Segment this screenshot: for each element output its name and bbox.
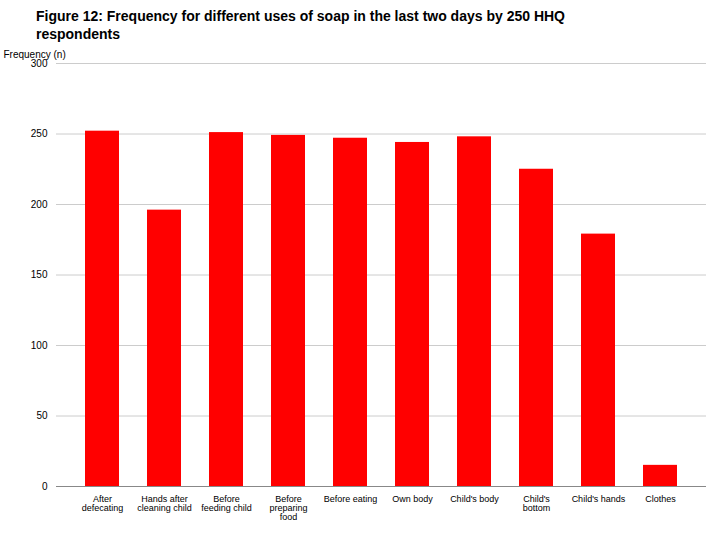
svg-text:Afterdefecating: Afterdefecating (82, 494, 124, 513)
svg-text:0: 0 (42, 481, 48, 492)
svg-text:300: 300 (30, 57, 48, 69)
svg-text:100: 100 (31, 340, 48, 351)
svg-text:Beforefeeding child: Beforefeeding child (201, 494, 252, 513)
html-text:Figure 12: Frequency for diffe: Figure 12: Frequency for different uses … (36, 8, 565, 42)
svg-text:Hands aftercleaning child: Hands aftercleaning child (137, 494, 192, 513)
svg-text:Clothes: Clothes (645, 494, 676, 504)
svg-text:Child'sbottom: Child'sbottom (523, 494, 551, 513)
svg-text:Beforepreparingfood: Beforepreparingfood (269, 494, 307, 522)
svg-text:Before eating: Before eating (324, 494, 378, 504)
svg-text:250: 250 (31, 128, 48, 139)
svg-text:Own body: Own body (392, 494, 433, 504)
svg-text:Frequency (n): Frequency (n) (4, 49, 66, 60)
svg-text:50: 50 (36, 410, 48, 421)
svg-text:Child's hands: Child's hands (572, 494, 626, 504)
svg-text:200: 200 (31, 199, 48, 210)
svg-text:150: 150 (31, 269, 48, 280)
svg-text:Child's body: Child's body (450, 494, 499, 504)
